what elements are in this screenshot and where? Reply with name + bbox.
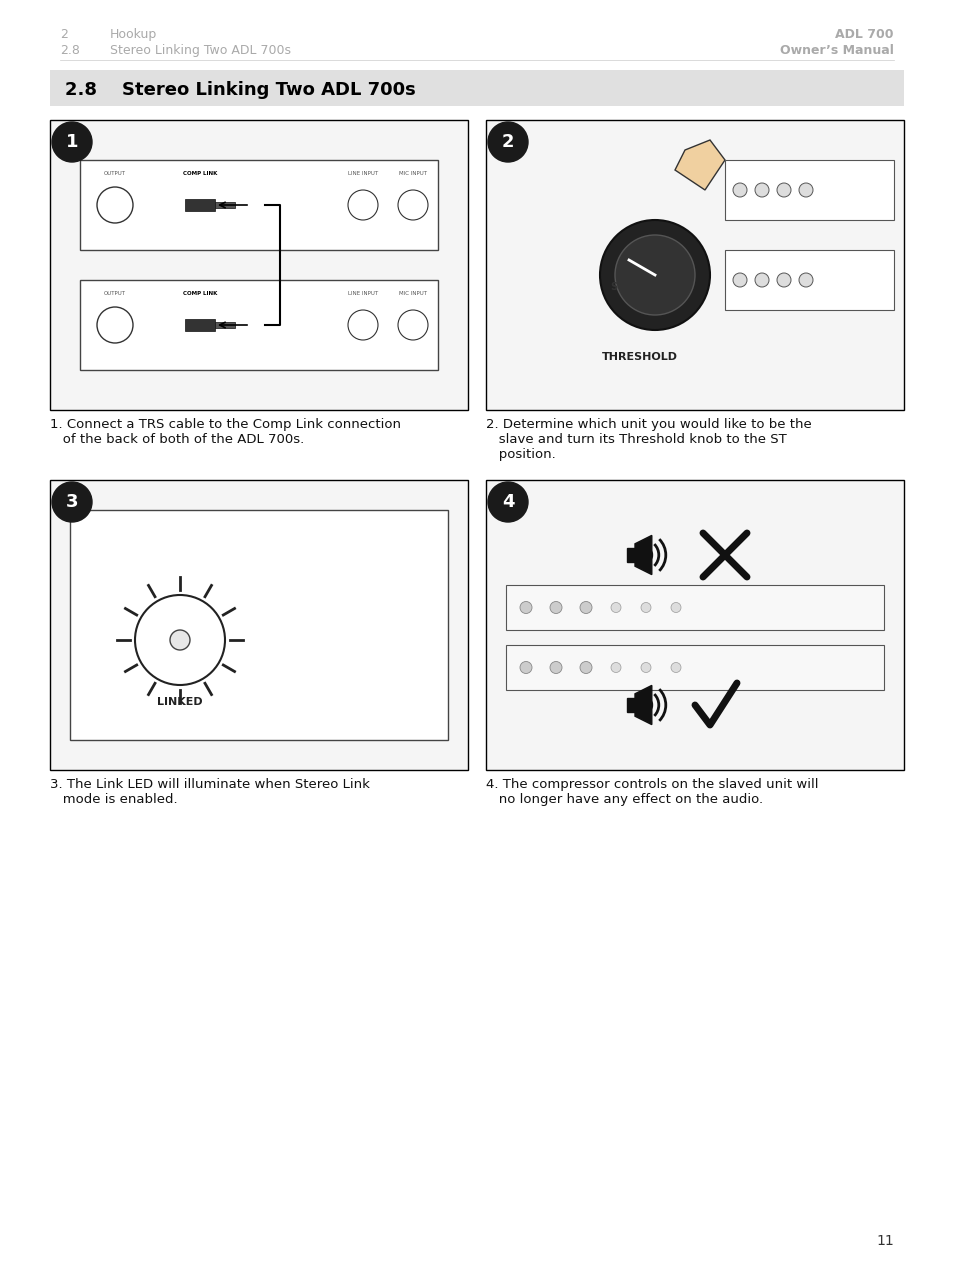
Circle shape <box>348 190 377 220</box>
Polygon shape <box>635 686 651 725</box>
Circle shape <box>670 663 680 673</box>
Text: LINE INPUT: LINE INPUT <box>348 291 377 296</box>
Circle shape <box>799 273 812 287</box>
Circle shape <box>52 122 91 163</box>
Text: Hookup: Hookup <box>110 28 157 41</box>
FancyBboxPatch shape <box>485 119 903 410</box>
Circle shape <box>488 483 527 522</box>
Circle shape <box>579 662 592 673</box>
Bar <box>214 323 234 328</box>
Circle shape <box>97 307 132 343</box>
Circle shape <box>579 602 592 613</box>
Circle shape <box>97 187 132 224</box>
Text: THRESHOLD: THRESHOLD <box>601 352 678 362</box>
Circle shape <box>640 602 650 612</box>
Bar <box>70 511 448 740</box>
Circle shape <box>519 602 532 613</box>
Text: 2.8: 2.8 <box>60 44 80 57</box>
Text: OUTPUT: OUTPUT <box>104 171 126 177</box>
Bar <box>214 202 234 208</box>
Text: 1. Connect a TRS cable to the Comp Link connection
   of the back of both of the: 1. Connect a TRS cable to the Comp Link … <box>50 418 400 446</box>
Circle shape <box>640 663 650 673</box>
Circle shape <box>732 183 746 197</box>
Text: Owner’s Manual: Owner’s Manual <box>780 44 893 57</box>
Circle shape <box>170 630 190 650</box>
Bar <box>626 547 635 563</box>
FancyBboxPatch shape <box>50 119 468 410</box>
Circle shape <box>754 273 768 287</box>
Circle shape <box>799 183 812 197</box>
Text: 3. The Link LED will illuminate when Stereo Link
   mode is enabled.: 3. The Link LED will illuminate when Ste… <box>50 779 370 806</box>
Text: 1: 1 <box>66 133 78 151</box>
Circle shape <box>135 596 225 685</box>
Bar <box>185 319 214 331</box>
Circle shape <box>52 483 91 522</box>
Text: 3: 3 <box>66 493 78 511</box>
Bar <box>185 199 214 211</box>
FancyBboxPatch shape <box>50 70 903 105</box>
Text: LINE INPUT: LINE INPUT <box>348 171 377 177</box>
Text: Stereo Linking Two ADL 700s: Stereo Linking Two ADL 700s <box>110 44 291 57</box>
Text: LINKED: LINKED <box>157 697 203 707</box>
Circle shape <box>599 220 709 330</box>
Bar <box>80 279 437 370</box>
Text: OUTPUT: OUTPUT <box>104 291 126 296</box>
Circle shape <box>397 190 428 220</box>
Bar <box>724 160 893 220</box>
Circle shape <box>348 310 377 340</box>
Text: 2: 2 <box>501 133 514 151</box>
Circle shape <box>488 122 527 163</box>
Polygon shape <box>635 536 651 574</box>
Bar <box>80 160 437 250</box>
Text: MIC INPUT: MIC INPUT <box>398 171 427 177</box>
Text: ST: ST <box>609 282 623 292</box>
Circle shape <box>610 602 620 612</box>
Text: COMP LINK: COMP LINK <box>183 291 217 296</box>
Text: 2: 2 <box>60 28 68 41</box>
Circle shape <box>550 662 561 673</box>
Bar <box>505 645 883 690</box>
Text: 2. Determine which unit you would like to be the
   slave and turn its Threshold: 2. Determine which unit you would like t… <box>485 418 811 461</box>
Circle shape <box>397 310 428 340</box>
Text: 4. The compressor controls on the slaved unit will
   no longer have any effect : 4. The compressor controls on the slaved… <box>485 779 818 806</box>
Circle shape <box>670 602 680 612</box>
Text: 11: 11 <box>876 1234 893 1248</box>
Circle shape <box>776 183 790 197</box>
FancyBboxPatch shape <box>50 480 468 770</box>
Text: COMP LINK: COMP LINK <box>183 171 217 177</box>
Bar <box>505 585 883 630</box>
Circle shape <box>550 602 561 613</box>
Text: 4: 4 <box>501 493 514 511</box>
Text: ADL 700: ADL 700 <box>835 28 893 41</box>
Text: MIC INPUT: MIC INPUT <box>398 291 427 296</box>
Circle shape <box>519 662 532 673</box>
Circle shape <box>615 235 695 315</box>
Bar <box>724 250 893 310</box>
Bar <box>626 698 635 712</box>
Circle shape <box>776 273 790 287</box>
Circle shape <box>754 183 768 197</box>
Text: 2.8    Stereo Linking Two ADL 700s: 2.8 Stereo Linking Two ADL 700s <box>65 81 416 99</box>
FancyBboxPatch shape <box>485 480 903 770</box>
Circle shape <box>610 663 620 673</box>
Circle shape <box>732 273 746 287</box>
Polygon shape <box>675 140 724 190</box>
